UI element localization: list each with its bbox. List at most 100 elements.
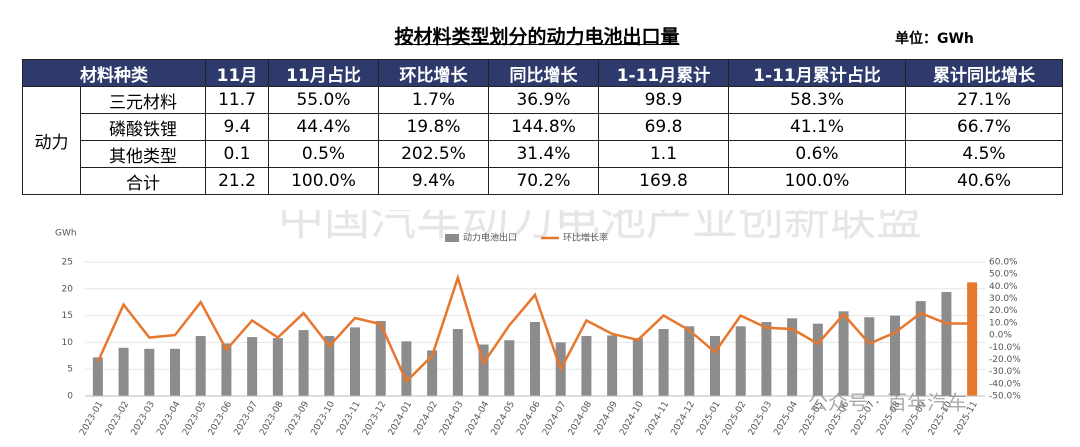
table-cell: 144.8% <box>488 113 599 141</box>
column-header: 1-11月累计占比 <box>728 59 906 87</box>
table-cell: 11.7 <box>205 86 269 114</box>
x-tick-label: 2024-09 <box>592 400 620 438</box>
table-cell: 21.2 <box>205 167 269 195</box>
bar <box>941 292 952 396</box>
x-tick-label: 2024-10 <box>618 400 646 438</box>
table-cell: 三元材料 <box>80 86 206 114</box>
x-tick-label: 2025-02 <box>721 400 748 438</box>
table-cell: 70.2% <box>488 167 599 195</box>
table-cell: 40.6% <box>905 167 1063 195</box>
bar <box>581 335 592 396</box>
column-header: 累计同比增长 <box>905 59 1063 87</box>
bar <box>864 317 875 396</box>
bar <box>530 322 540 396</box>
x-tick-label: 2024-03 <box>438 400 465 438</box>
table-cell: 其他类型 <box>80 140 206 168</box>
bar <box>890 315 900 396</box>
table-cell: 0.5% <box>268 140 379 168</box>
table-cell: 69.8 <box>598 113 729 141</box>
x-tick-label: 2023-12 <box>361 400 388 438</box>
table-row: 动力 三元材料 11.7 55.0% 1.7% 36.9% 98.9 58.3% 27.1% <box>22 86 1063 195</box>
table-cell: 31.4% <box>488 140 599 168</box>
table-cell: 44.4% <box>268 113 379 141</box>
table-cell: 0.1 <box>205 140 269 168</box>
table-row: 合计 21.2 100.0% 9.4% 70.2% 169.8 100.0% 40.6% <box>23 167 1063 195</box>
x-tick-label: 2024-06 <box>515 400 543 438</box>
bar <box>787 318 798 396</box>
column-header: 环比增长 <box>378 59 489 87</box>
bar <box>92 357 103 396</box>
y2-tick-label: -40.0% <box>989 379 1021 389</box>
x-tick-label: 2023-09 <box>284 400 312 438</box>
table-cell: 36.9% <box>488 86 599 114</box>
y2-tick-label: 50.0% <box>989 270 1018 280</box>
bar <box>838 311 849 396</box>
x-tick-label: 2024-12 <box>670 400 697 438</box>
bar <box>401 341 412 396</box>
legend-swatch <box>445 234 459 242</box>
table-cell: 27.1% <box>905 86 1063 114</box>
table-cell: 100.0% <box>268 167 379 195</box>
table-cell: 202.5% <box>378 140 489 168</box>
bar <box>504 340 515 396</box>
x-tick-label: 2023-11 <box>335 400 362 438</box>
x-tick-label: 2023-02 <box>104 400 131 438</box>
table-cell: 1.1 <box>598 140 729 168</box>
y-tick-label: 5 <box>67 365 73 375</box>
table-cell: 磷酸铁锂 <box>80 113 206 141</box>
x-tick-label: 2024-08 <box>567 400 595 438</box>
x-tick-label: 2025-01 <box>695 400 722 438</box>
bar <box>221 343 232 396</box>
bar <box>710 335 720 396</box>
table-cell: 4.5% <box>905 140 1063 168</box>
bar <box>350 327 360 396</box>
table-cell: 98.9 <box>598 86 729 114</box>
bar <box>118 347 129 396</box>
bar <box>375 320 386 396</box>
bar <box>427 350 438 396</box>
y2-tick-label: 0.0% <box>989 331 1012 341</box>
y2-tick-label: 30.0% <box>989 294 1018 304</box>
bar <box>915 301 926 396</box>
x-tick-label: 2023-07 <box>232 400 259 438</box>
data-table: 材料种类 11月 11月占比 环比增长 同比增长 1-11月累计 1-11月累计占比 累计同比… <box>22 59 1063 195</box>
group-cell: 动力 <box>22 86 81 195</box>
table-cell: 100.0% <box>728 167 906 195</box>
x-tick-label: 2025-03 <box>747 400 774 438</box>
x-tick-label: 2023-04 <box>155 400 183 438</box>
column-header: 11月占比 <box>268 59 379 87</box>
table-cell: 66.7% <box>905 113 1063 141</box>
table-cell: 0.6% <box>728 140 906 168</box>
header-row: 材料种类 11月 11月占比 环比增长 同比增长 1-11月累计 1-11月累计占比 累计同比… <box>22 59 1063 87</box>
table-cell: 9.4 <box>205 113 269 141</box>
bar <box>144 348 155 396</box>
column-header: 11月 <box>205 59 269 87</box>
title: 按材料类型划分的动力电池出口量 <box>394 26 680 48</box>
table-row: 磷酸铁锂 9.4 44.4% 19.8% 144.8% 69.8 41.1% 66.7% <box>23 113 1063 141</box>
bar <box>195 335 206 396</box>
bar <box>478 344 489 396</box>
x-tick-label: 2024-07 <box>541 400 568 438</box>
table-cell: 合计 <box>80 167 206 195</box>
y-tick-label: 25 <box>62 258 73 268</box>
unit: 单位：GWh <box>895 31 974 47</box>
bar <box>812 323 823 396</box>
x-tick-label: 2024-02 <box>412 400 439 438</box>
x-tick-label: 2024-11 <box>644 400 671 438</box>
chart: 中国汽车动力电池产业创新联盟 0 5 10 15 20 25 -50.0% -40.0% -30.… <box>55 210 1021 438</box>
legend-label: 动力电池出口 <box>463 232 517 244</box>
x-tick-label: 2024-04 <box>464 400 492 438</box>
bar <box>272 338 283 396</box>
column-header: 同比增长 <box>488 59 599 87</box>
x-tick-label: 2023-08 <box>258 400 286 438</box>
x-tick-label: 2023-05 <box>181 400 208 438</box>
y-tick-label: 15 <box>62 311 73 321</box>
x-tick-label: 2023-06 <box>207 400 235 438</box>
x-tick-label: 2023-01 <box>78 400 105 438</box>
legend-label: 环比增长率 <box>563 232 608 244</box>
table-cell: 55.0% <box>268 86 379 114</box>
bar <box>452 329 463 396</box>
x-tick-label: 2023-03 <box>130 400 157 438</box>
table-cell: 169.8 <box>598 167 729 195</box>
